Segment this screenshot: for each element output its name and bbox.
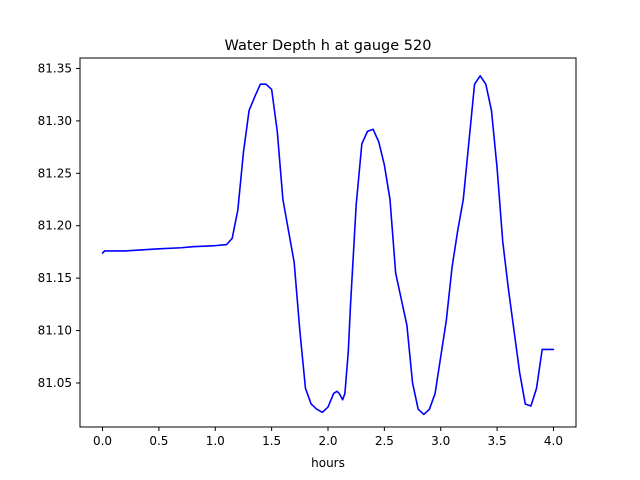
y-axis: 81.05 81.10 81.15 81.20 81.25 81.30 81.35 <box>38 61 80 390</box>
y-tick-label: 81.15 <box>38 271 72 285</box>
x-tick-label: 0.5 <box>149 434 168 448</box>
y-tick-label: 81.10 <box>38 324 72 338</box>
x-tick-label: 2.5 <box>375 434 394 448</box>
y-tick-label: 81.25 <box>38 166 72 180</box>
series-line-0 <box>101 75 555 416</box>
x-tick-label: 1.5 <box>262 434 281 448</box>
x-tick-label: 1.0 <box>206 434 225 448</box>
x-tick-label: 3.5 <box>488 434 507 448</box>
x-tick-label: 0.0 <box>93 434 112 448</box>
y-tick-label: 81.20 <box>38 219 72 233</box>
x-tick-label: 3.0 <box>431 434 450 448</box>
plot-frame <box>79 57 577 428</box>
x-tick-label: 4.0 <box>544 434 563 448</box>
y-tick-label: 81.30 <box>38 114 72 128</box>
plot-area <box>79 57 577 428</box>
chart-title: Water Depth h at gauge 520 <box>225 38 432 54</box>
x-axis-label: hours <box>311 456 345 470</box>
y-tick-label: 81.05 <box>38 376 72 390</box>
x-tick-label: 2.0 <box>318 434 337 448</box>
y-tick-label: 81.35 <box>38 61 72 75</box>
x-axis: 0.0 0.5 1.0 1.5 2.0 2.5 3.0 3.5 4.0 <box>93 427 563 448</box>
